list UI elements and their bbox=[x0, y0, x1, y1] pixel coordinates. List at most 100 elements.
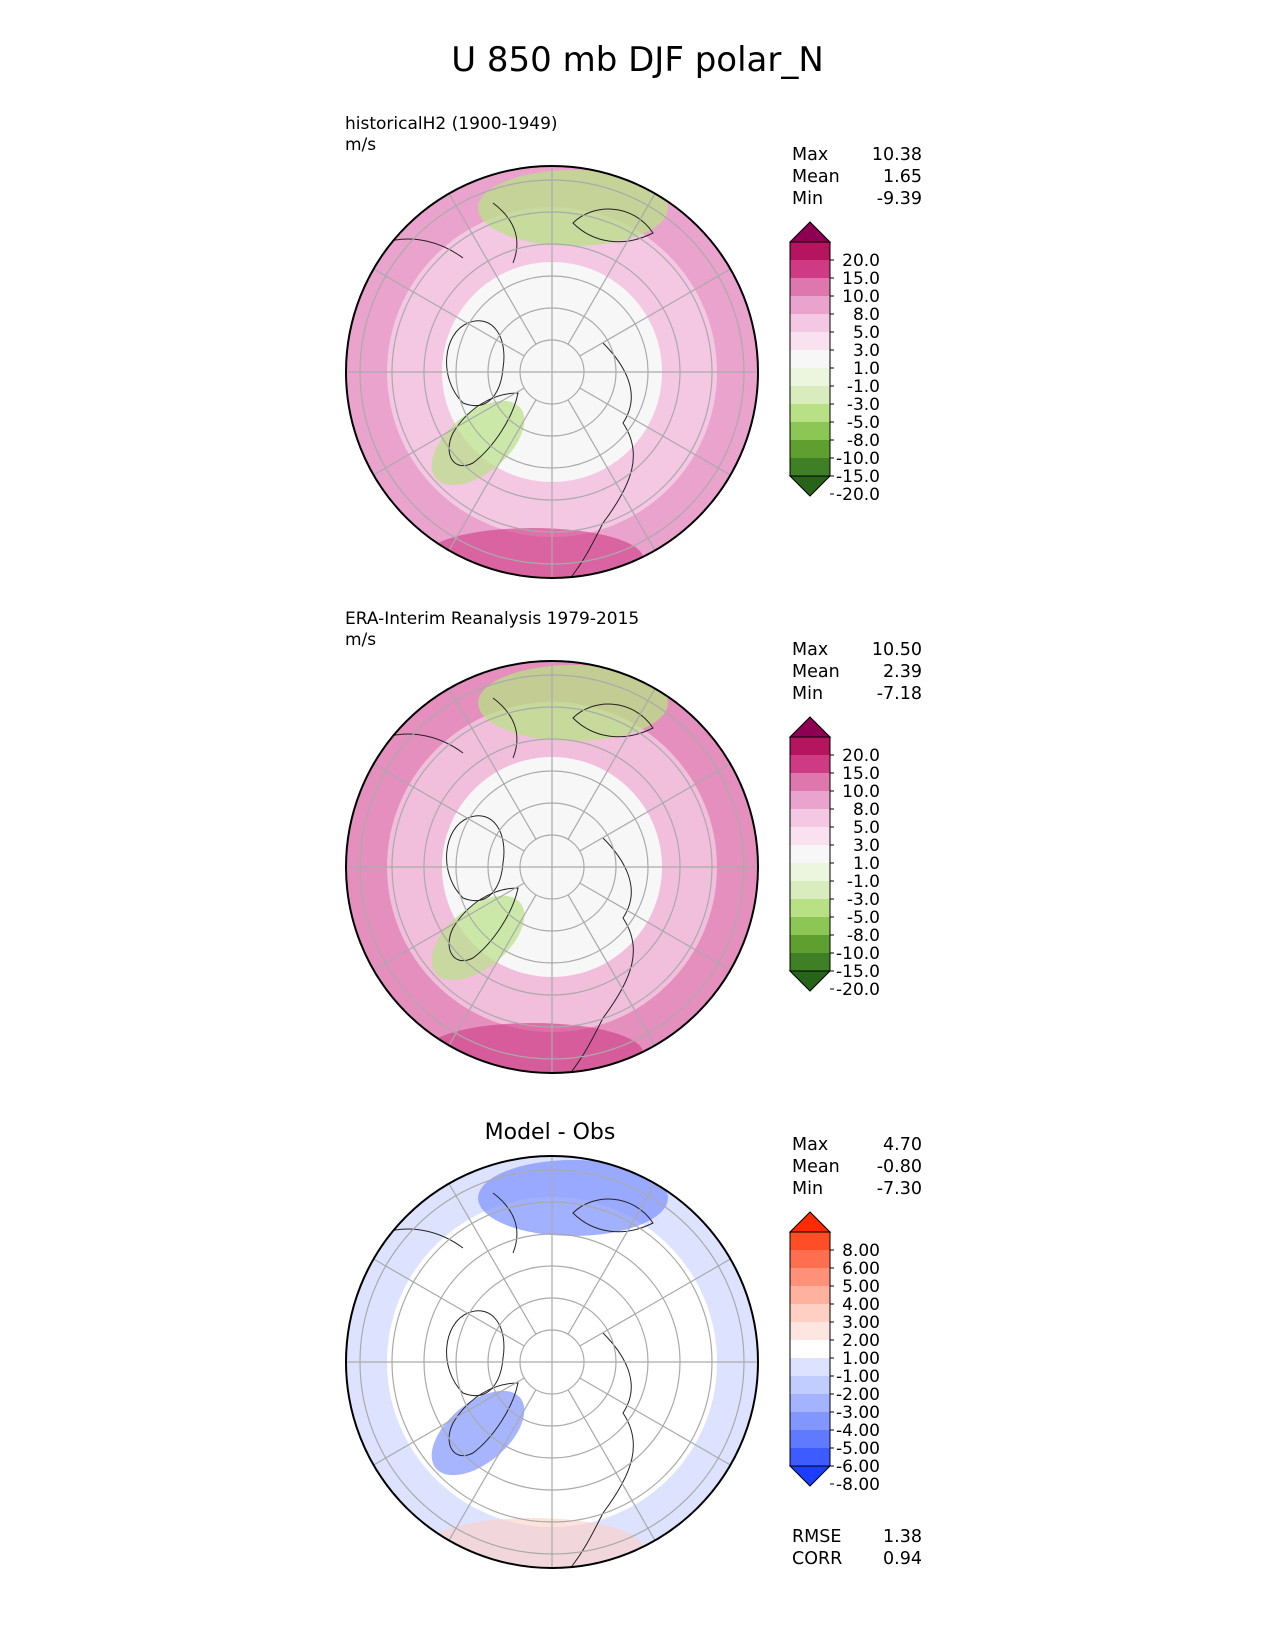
colorbar-swatch bbox=[790, 935, 830, 953]
colorbar-tick-label: 8.0 bbox=[853, 800, 880, 820]
colorbar-swatch bbox=[790, 1358, 830, 1376]
colorbar-tick-label: -8.0 bbox=[847, 926, 880, 946]
coastline bbox=[572, 1198, 654, 1233]
meridian bbox=[448, 688, 537, 840]
colorbar-extend-bottom bbox=[788, 1465, 832, 1487]
meridian bbox=[373, 882, 525, 971]
panel-3-stats: Max 4.70 Mean -0.80 Min -7.30 bbox=[792, 1134, 922, 1200]
panel-1-units: m/s bbox=[345, 135, 377, 155]
meridian bbox=[373, 268, 525, 357]
colorbar-tick-label: 10.0 bbox=[842, 287, 880, 307]
colorbar-tick-label: -8.0 bbox=[847, 431, 880, 451]
colorbar-outline bbox=[789, 241, 831, 477]
coastline bbox=[448, 1382, 519, 1457]
colorbar-swatch bbox=[790, 953, 830, 971]
colorbar-tick-label: 3.00 bbox=[842, 1313, 880, 1333]
panel-3-error-stats: RMSE 1.38 CORR 0.94 bbox=[792, 1526, 922, 1570]
colorbar-swatch bbox=[790, 260, 830, 278]
colorbar-swatch bbox=[790, 368, 830, 386]
panel-2-label: ERA-Interim Reanalysis 1979-2015 m/s bbox=[345, 609, 639, 651]
colorbar-swatch bbox=[790, 1340, 830, 1358]
colorbar-swatch bbox=[790, 1430, 830, 1448]
stat-mean: Mean 2.39 bbox=[792, 662, 922, 682]
colorbar-tick-label: -5.0 bbox=[847, 908, 880, 928]
colorbar-tick-label: -3.00 bbox=[836, 1403, 880, 1423]
colorbar-tick-label: 10.0 bbox=[842, 782, 880, 802]
colorbar-swatch bbox=[790, 917, 830, 935]
colorbar-swatch bbox=[790, 1250, 830, 1268]
panel-2-stats: Max 10.50 Mean 2.39 Min -7.18 bbox=[792, 639, 922, 705]
colorbar-tick-label: -20.0 bbox=[836, 485, 880, 505]
colorbar-swatch bbox=[790, 845, 830, 863]
colorbar-tick-label: 6.00 bbox=[842, 1259, 880, 1279]
map-boundary bbox=[345, 660, 759, 1074]
meridian bbox=[567, 1183, 656, 1335]
colorbar-swatch bbox=[790, 773, 830, 791]
colorbar-tick-label: -5.0 bbox=[847, 413, 880, 433]
meridian bbox=[567, 193, 656, 345]
colorbar-extend-bottom bbox=[788, 970, 832, 992]
colorbar-swatch bbox=[790, 314, 830, 332]
meridian bbox=[448, 1183, 537, 1335]
panel-1-dataset: historicalH2 (1900-1949) bbox=[345, 114, 558, 134]
colorbar-swatch bbox=[790, 1412, 830, 1430]
figure-title: U 850 mb DJF polar_N bbox=[451, 40, 824, 80]
colorbar-tick-label: 2.00 bbox=[842, 1331, 880, 1351]
panel-1-polar-map bbox=[345, 165, 759, 579]
coastline bbox=[446, 815, 505, 901]
colorbar-swatch bbox=[790, 386, 830, 404]
colorbar-swatch bbox=[790, 350, 830, 368]
meridian bbox=[567, 688, 656, 840]
colorbar-swatch bbox=[790, 899, 830, 917]
colorbar-swatch bbox=[790, 1394, 830, 1412]
colorbar-swatch bbox=[790, 332, 830, 350]
colorbar-swatch bbox=[790, 296, 830, 314]
coastline bbox=[492, 202, 518, 264]
colorbar-tick-label: 5.00 bbox=[842, 1277, 880, 1297]
meridian bbox=[579, 1377, 731, 1466]
colorbar-swatch bbox=[790, 422, 830, 440]
panel-2-dataset: ERA-Interim Reanalysis 1979-2015 bbox=[345, 609, 640, 629]
colorbar-swatch bbox=[790, 1268, 830, 1286]
colorbar-tick-label: 15.0 bbox=[842, 764, 880, 784]
colorbar-extend-top bbox=[788, 716, 832, 738]
meridian bbox=[579, 882, 731, 971]
colorbar-tick-label: -15.0 bbox=[836, 962, 880, 982]
colorbar-tick-label: 1.0 bbox=[853, 359, 880, 379]
field-feature bbox=[431, 1390, 525, 1476]
stat-rmse: RMSE 1.38 bbox=[792, 1527, 922, 1547]
colorbar-tick-label: 8.0 bbox=[853, 305, 880, 325]
panel-3-colorbar: 8.006.005.004.003.002.001.00-1.00-2.00-3… bbox=[788, 1211, 880, 1495]
colorbar-tick-label: -15.0 bbox=[836, 467, 880, 487]
colorbar-swatch bbox=[790, 791, 830, 809]
panel-2-polar-map bbox=[345, 660, 759, 1074]
colorbar-extend-top bbox=[788, 1211, 832, 1233]
colorbar-swatch bbox=[790, 755, 830, 773]
colorbar-tick-label: 1.0 bbox=[853, 854, 880, 874]
colorbar-tick-label: 15.0 bbox=[842, 269, 880, 289]
colorbar-tick-label: -4.00 bbox=[836, 1421, 880, 1441]
field-feature bbox=[431, 400, 525, 486]
panel-2-units: m/s bbox=[345, 630, 377, 650]
colorbar-swatch bbox=[790, 242, 830, 260]
colorbar-swatch bbox=[790, 440, 830, 458]
meridian bbox=[579, 268, 731, 357]
field-feature bbox=[431, 895, 525, 981]
colorbar-swatch bbox=[790, 404, 830, 422]
colorbar-tick-label: 3.0 bbox=[853, 836, 880, 856]
stat-min: Min -7.30 bbox=[792, 1179, 922, 1199]
coastline bbox=[448, 392, 519, 467]
colorbar-tick-label: 4.00 bbox=[842, 1295, 880, 1315]
panel-2-colorbar: 20.015.010.08.05.03.01.0-1.0-3.0-5.0-8.0… bbox=[788, 716, 880, 1000]
colorbar-swatch bbox=[790, 1376, 830, 1394]
stat-max: Max 10.38 bbox=[792, 145, 922, 165]
meridian bbox=[579, 387, 731, 476]
colorbar-tick-label: -3.0 bbox=[847, 395, 880, 415]
colorbar-tick-label: -10.0 bbox=[836, 449, 880, 469]
meridian bbox=[373, 763, 525, 852]
meridian bbox=[567, 1389, 656, 1541]
stat-mean: Mean -0.80 bbox=[792, 1157, 922, 1177]
colorbar-tick-label: 1.00 bbox=[842, 1349, 880, 1369]
colorbar-tick-label: -1.0 bbox=[847, 377, 880, 397]
coastline bbox=[448, 887, 519, 962]
